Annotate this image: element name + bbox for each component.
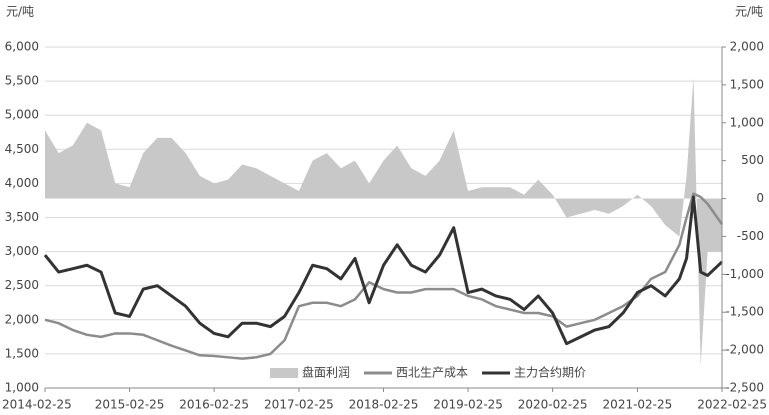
y2-tick-label: -1,000 — [725, 267, 764, 281]
y-tick-label: 2,000 — [5, 312, 39, 326]
legend-label: 主力合约期价 — [514, 365, 586, 380]
y2-tick-label: -1,500 — [725, 305, 764, 319]
y-tick-label: 3,000 — [5, 244, 39, 258]
y2-tick-label: 500 — [741, 153, 764, 167]
y-tick-label: 6,000 — [5, 40, 39, 54]
y2-tick-label: 1,000 — [730, 115, 764, 129]
y-tick-label: 1,500 — [5, 346, 39, 360]
y-tick-label: 2,500 — [5, 278, 39, 292]
x-tick-label: 2015-02-25 — [95, 398, 165, 412]
y-unit-label: 元/吨 — [6, 5, 34, 19]
y2-tick-label: -2,000 — [725, 343, 764, 357]
x-tick-label: 2022-02-25 — [697, 398, 767, 412]
x-tick-label: 2017-02-25 — [264, 398, 334, 412]
y-tick-label: 5,000 — [5, 108, 39, 122]
y-tick-label: 3,500 — [5, 210, 39, 224]
y2-tick-label: -2,500 — [725, 381, 764, 395]
x-tick-label: 2014-02-25 — [2, 398, 72, 412]
y-tick-label: 4,500 — [5, 142, 39, 156]
y2-tick-label: 1,500 — [730, 77, 764, 91]
line — [43, 195, 724, 346]
x-tick-label: 2019-02-25 — [433, 398, 503, 412]
y2-tick-label: -500 — [737, 229, 764, 243]
x-tick-label: 2018-02-25 — [349, 398, 419, 412]
line — [44, 192, 724, 360]
legend-label: 西北生产成本 — [396, 366, 468, 380]
area — [45, 77, 722, 366]
y-tick-label: 5,500 — [5, 74, 39, 88]
x-tick-label: 2021-02-25 — [603, 398, 673, 412]
legend-label: 盘面利润 — [302, 365, 350, 380]
y2-tick-label: 0 — [756, 191, 764, 205]
x-tick-label: 2020-02-25 — [518, 398, 588, 412]
x-tick-label: 2016-02-25 — [179, 398, 249, 412]
legend-swatch — [270, 368, 298, 378]
y2-unit-label: 元/吨 — [735, 5, 763, 19]
y-tick-label: 4,000 — [5, 176, 39, 190]
y2-tick-label: 2,000 — [730, 40, 764, 54]
y-tick-label: 1,000 — [5, 381, 39, 395]
